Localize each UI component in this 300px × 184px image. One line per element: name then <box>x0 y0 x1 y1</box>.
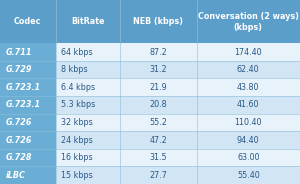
Bar <box>0 78 300 96</box>
Bar <box>0 131 56 149</box>
Text: 94.40: 94.40 <box>237 135 260 144</box>
Text: 41.60: 41.60 <box>237 100 260 109</box>
Text: 64 kbps: 64 kbps <box>61 47 92 56</box>
Text: 47.2: 47.2 <box>149 135 167 144</box>
Bar <box>0 61 56 78</box>
Text: 21.9: 21.9 <box>149 83 167 92</box>
Text: 15 kbps: 15 kbps <box>61 171 93 180</box>
Bar <box>0 114 56 131</box>
Text: 16 kbps: 16 kbps <box>61 153 92 162</box>
Text: G.723.1: G.723.1 <box>5 100 40 109</box>
Text: G.728: G.728 <box>5 153 32 162</box>
Text: G.711: G.711 <box>5 47 32 56</box>
Text: G.729: G.729 <box>5 65 32 74</box>
Text: 27.7: 27.7 <box>149 171 167 180</box>
Bar <box>0 0 300 43</box>
Text: Codec: Codec <box>14 17 41 26</box>
Text: 62.40: 62.40 <box>237 65 260 74</box>
Bar <box>0 166 300 184</box>
Text: 20.8: 20.8 <box>149 100 167 109</box>
Text: 31.2: 31.2 <box>149 65 167 74</box>
Bar <box>0 96 300 114</box>
Bar <box>0 166 56 184</box>
Text: 110.40: 110.40 <box>235 118 262 127</box>
Text: G.723.1: G.723.1 <box>5 83 40 92</box>
Bar <box>0 43 300 61</box>
Text: 43.80: 43.80 <box>237 83 260 92</box>
Text: NEB (kbps): NEB (kbps) <box>133 17 183 26</box>
Bar <box>0 131 300 149</box>
Bar <box>0 78 56 96</box>
Text: 5.3 kbps: 5.3 kbps <box>61 100 95 109</box>
Text: G.726: G.726 <box>5 118 32 127</box>
Text: 8 kbps: 8 kbps <box>61 65 88 74</box>
Bar <box>0 114 300 131</box>
Bar <box>0 43 56 61</box>
Text: Conversation (2 ways)
(kbps): Conversation (2 ways) (kbps) <box>198 12 299 32</box>
Text: iLBC: iLBC <box>5 171 25 180</box>
Text: 174.40: 174.40 <box>234 47 262 56</box>
Bar <box>0 61 300 78</box>
Text: 55.40: 55.40 <box>237 171 260 180</box>
Text: 24 kbps: 24 kbps <box>61 135 93 144</box>
Text: 32 kbps: 32 kbps <box>61 118 93 127</box>
Text: 63.00: 63.00 <box>237 153 260 162</box>
Text: G.726: G.726 <box>5 135 32 144</box>
Bar <box>0 149 56 166</box>
Text: 31.5: 31.5 <box>149 153 167 162</box>
Text: BitRate: BitRate <box>71 17 104 26</box>
Text: 6.4 kbps: 6.4 kbps <box>61 83 95 92</box>
Text: 55.2: 55.2 <box>149 118 167 127</box>
Bar <box>0 96 56 114</box>
Bar <box>0 149 300 166</box>
Text: 87.2: 87.2 <box>149 47 167 56</box>
